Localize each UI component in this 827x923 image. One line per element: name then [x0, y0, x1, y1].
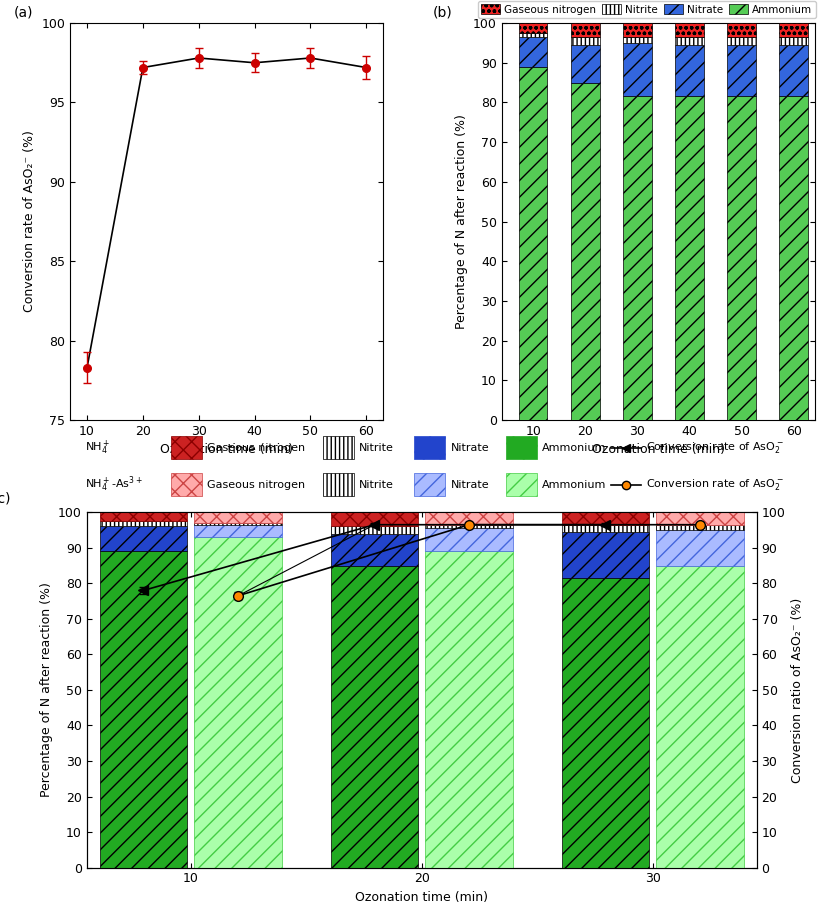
X-axis label: Ozonation time (min): Ozonation time (min) [356, 891, 488, 904]
Bar [519, 33, 547, 37]
Y-axis label: Conversion ratio of AsO₂⁻ (%): Conversion ratio of AsO₂⁻ (%) [791, 597, 804, 783]
Bar [99, 526, 187, 551]
Bar [425, 512, 513, 524]
Y-axis label: Conversion rate of AsO₂⁻ (%): Conversion rate of AsO₂⁻ (%) [23, 130, 36, 313]
Bar [331, 533, 418, 566]
Bar [656, 530, 744, 566]
Text: (c): (c) [0, 491, 12, 505]
Text: Gaseous nitrogen: Gaseous nitrogen [208, 480, 305, 489]
Text: Ammonium: Ammonium [543, 480, 606, 489]
Bar [99, 521, 187, 526]
Bar [562, 532, 649, 578]
Bar [331, 526, 418, 533]
Bar [99, 512, 187, 521]
Text: (b): (b) [433, 6, 453, 19]
Bar [425, 524, 513, 528]
Bar [571, 45, 600, 83]
Bar [519, 37, 547, 66]
Text: Gaseous nitrogen: Gaseous nitrogen [208, 443, 305, 452]
Bar [425, 551, 513, 868]
Bar [171, 473, 202, 497]
Text: Ammonium: Ammonium [543, 443, 606, 452]
Bar [779, 97, 808, 420]
Bar [562, 512, 649, 524]
Bar [779, 45, 808, 97]
Y-axis label: Percentage of N after reaction (%): Percentage of N after reaction (%) [455, 114, 467, 329]
Bar [571, 37, 600, 45]
Bar [414, 473, 446, 497]
Bar [727, 37, 756, 45]
X-axis label: Ozonation time (min): Ozonation time (min) [592, 443, 724, 456]
Bar [171, 436, 202, 460]
Bar [414, 436, 446, 460]
Bar [623, 42, 652, 97]
Bar [562, 578, 649, 868]
Bar [779, 23, 808, 37]
Bar [506, 473, 537, 497]
Text: Nitrate: Nitrate [451, 480, 490, 489]
Y-axis label: Percentage of N after reaction (%): Percentage of N after reaction (%) [40, 582, 53, 797]
Text: Nitrite: Nitrite [359, 480, 394, 489]
Bar [331, 566, 418, 868]
Bar [331, 512, 418, 526]
Text: Nitrate: Nitrate [451, 443, 490, 452]
Bar [194, 537, 282, 868]
Bar [506, 436, 537, 460]
Bar [323, 473, 354, 497]
Bar [656, 524, 744, 530]
Bar [519, 23, 547, 33]
Text: Conversion rate of AsO$_2^-$: Conversion rate of AsO$_2^-$ [647, 440, 784, 455]
Bar [571, 83, 600, 420]
Bar [675, 37, 704, 45]
Bar [675, 45, 704, 97]
Bar [675, 23, 704, 37]
Bar [194, 524, 282, 537]
Bar [99, 551, 187, 868]
Bar [727, 45, 756, 97]
Text: Conversion rate of AsO$_2^-$: Conversion rate of AsO$_2^-$ [647, 477, 784, 492]
Bar [675, 97, 704, 420]
Bar [727, 97, 756, 420]
Bar [425, 528, 513, 551]
Bar [656, 566, 744, 868]
Bar [194, 512, 282, 523]
Bar [323, 436, 354, 460]
Text: NH$_4^+$: NH$_4^+$ [85, 438, 111, 457]
Bar [623, 37, 652, 42]
Bar [623, 97, 652, 420]
Bar [623, 23, 652, 37]
Bar [779, 37, 808, 45]
Bar [562, 524, 649, 532]
Text: Nitrite: Nitrite [359, 443, 394, 452]
Text: NH$_4^+$-As$^{3+}$: NH$_4^+$-As$^{3+}$ [85, 474, 143, 495]
Text: (a): (a) [14, 6, 34, 19]
Bar [519, 66, 547, 420]
Legend: Gaseous nitrogen, Nitrite, Nitrate, Ammonium: Gaseous nitrogen, Nitrite, Nitrate, Ammo… [478, 1, 815, 18]
Bar [194, 523, 282, 524]
Bar [656, 512, 744, 524]
Bar [571, 23, 600, 37]
X-axis label: Ozonation time (min): Ozonation time (min) [160, 443, 293, 456]
Bar [727, 23, 756, 37]
